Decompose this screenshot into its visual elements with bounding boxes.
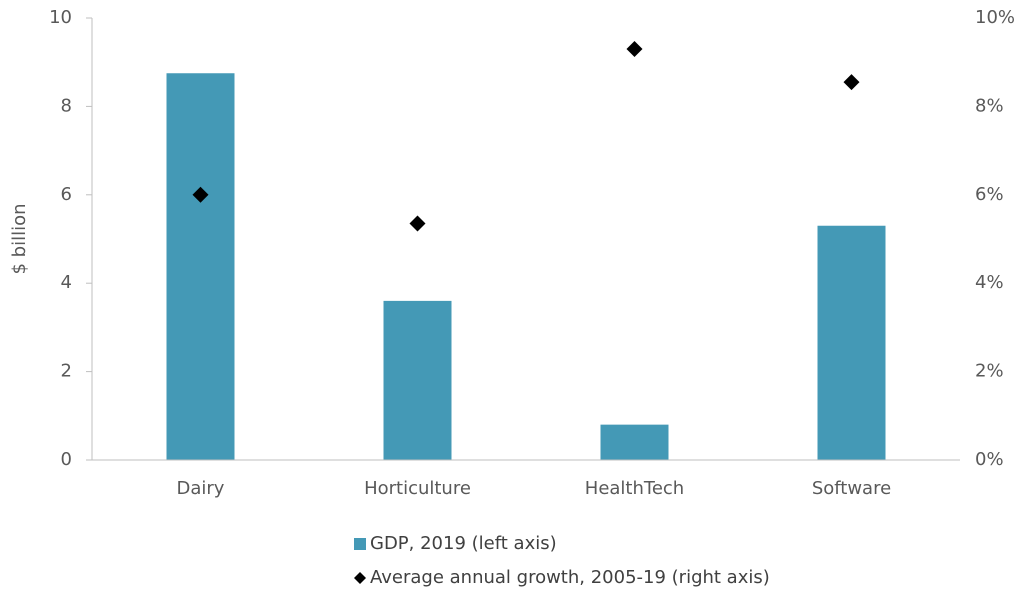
y2-tick-label: 4% xyxy=(975,272,1004,293)
bar xyxy=(817,225,886,460)
y-tick-label: 2 xyxy=(61,361,72,382)
x-tick-label: Dairy xyxy=(177,478,225,499)
diamond-marker xyxy=(843,74,860,91)
bar xyxy=(166,73,235,460)
y-tick-label: 0 xyxy=(61,449,72,470)
bar xyxy=(383,300,452,460)
y-tick-label: 6 xyxy=(61,184,72,205)
legend: GDP, 2019 (left axis) Average annual grow… xyxy=(354,533,770,588)
y2-tick-label: 8% xyxy=(975,95,1004,116)
diamond-marker xyxy=(626,40,643,57)
diamond-marker xyxy=(409,215,426,232)
x-tick-label: Software xyxy=(812,478,891,499)
diamond-marker xyxy=(192,186,209,203)
y2-tick-label: 10% xyxy=(975,7,1015,28)
bar xyxy=(600,424,669,460)
legend-label: GDP, 2019 (left axis) xyxy=(370,533,557,554)
legend-label: Average annual growth, 2005-19 (right ax… xyxy=(370,567,770,588)
y-axis-label: $ billion xyxy=(9,203,30,274)
y-tick-label: 4 xyxy=(61,272,72,293)
y2-tick-label: 0% xyxy=(975,449,1004,470)
x-tick-label: Horticulture xyxy=(364,478,471,499)
legend-swatch xyxy=(354,572,366,584)
y-tick-label: 8 xyxy=(61,95,72,116)
x-tick-label: HealthTech xyxy=(585,478,684,499)
legend-swatch xyxy=(354,538,366,550)
y-tick-label: 10 xyxy=(49,7,72,28)
y2-tick-label: 2% xyxy=(975,361,1004,382)
y2-tick-label: 6% xyxy=(975,184,1004,205)
